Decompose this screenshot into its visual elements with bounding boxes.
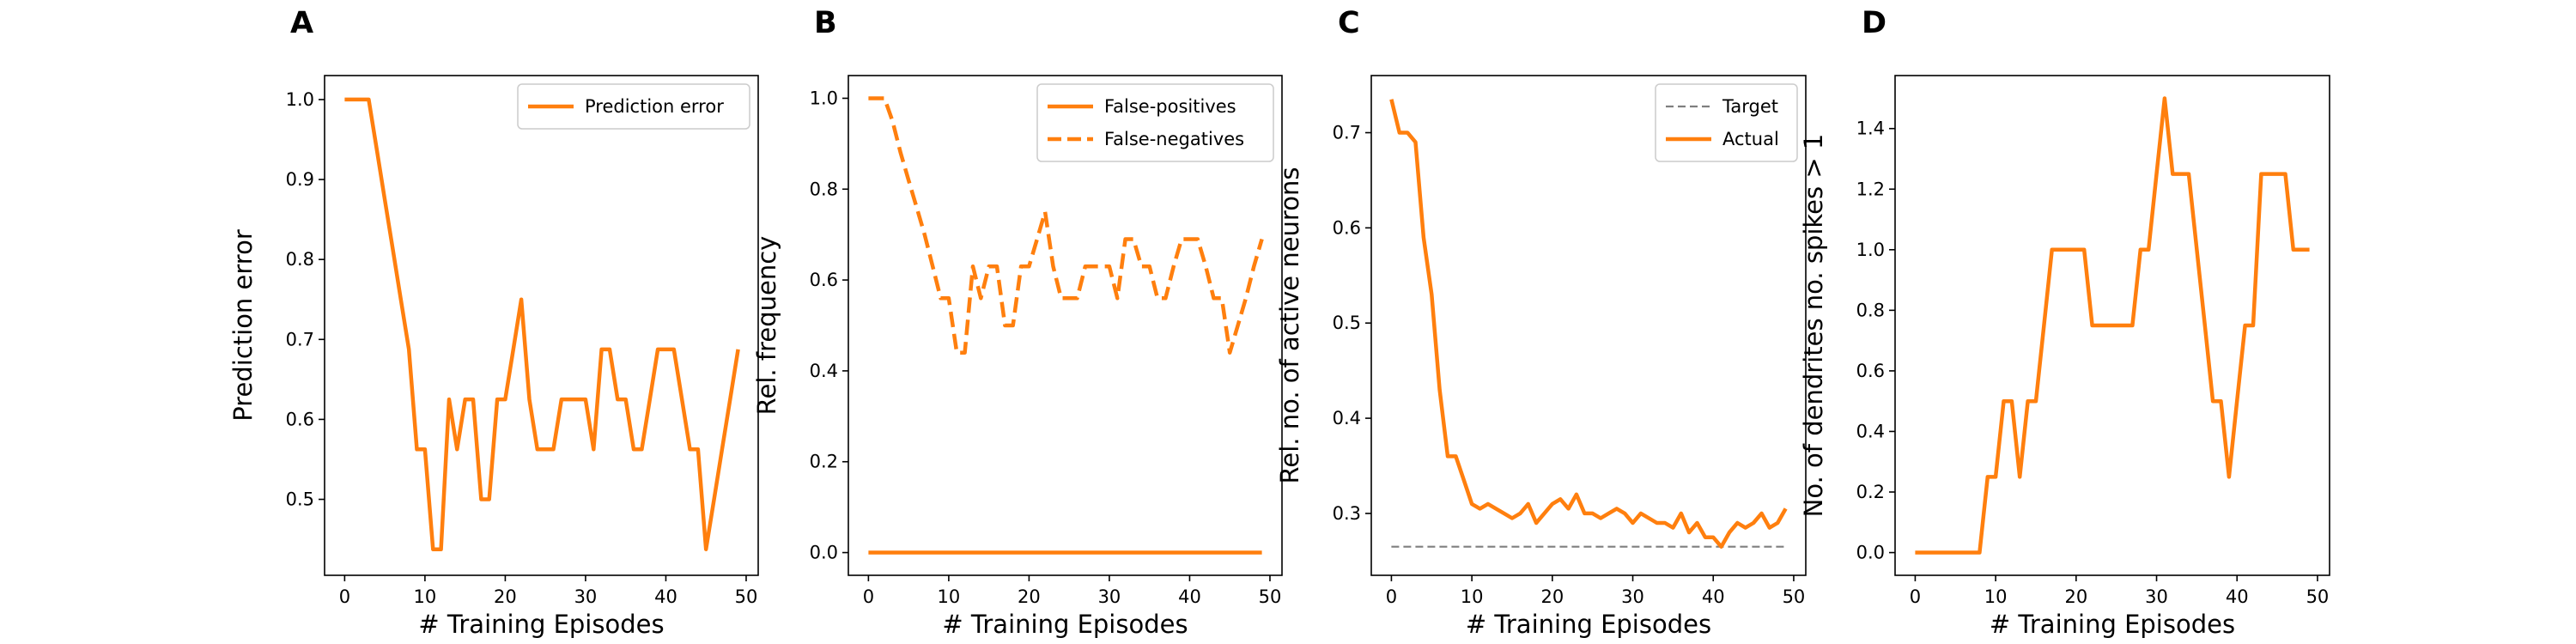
panel-letter-b: B (814, 6, 837, 40)
x-tick-label: 0 (863, 586, 874, 607)
legend-box (517, 83, 750, 130)
x-tick-label: 40 (1702, 586, 1725, 607)
y-tick-label: 0.8 (286, 249, 314, 270)
y-tick-label: 0.9 (286, 169, 314, 190)
y-tick-label: 1.4 (1856, 118, 1885, 139)
y-tick-label: 0.2 (810, 452, 838, 472)
y-tick-label: 0.6 (286, 409, 314, 429)
y-axis-label: Rel. frequency (752, 236, 781, 416)
legend-label: Actual (1722, 129, 1779, 149)
x-tick-label: 0 (1386, 586, 1397, 607)
legend: Prediction error (517, 83, 750, 130)
legend-label: Prediction error (585, 96, 724, 117)
x-tick-label: 40 (1178, 586, 1201, 607)
x-tick-label: 20 (1018, 586, 1041, 607)
y-tick-label: 0.4 (810, 361, 838, 381)
x-tick-label: 30 (574, 586, 598, 607)
x-tick-label: 0 (339, 586, 350, 607)
y-tick-label: 0.6 (810, 270, 838, 290)
panel-letter-a: A (290, 6, 313, 40)
y-tick-label: 0.0 (810, 543, 838, 563)
axes-frame (324, 75, 759, 576)
y-tick-label: 1.0 (1856, 240, 1885, 260)
panel-letter-d: D (1862, 6, 1886, 40)
series-line-actual (1389, 99, 1788, 549)
y-tick-label: 1.0 (286, 89, 314, 110)
y-tick-label: 0.4 (1856, 421, 1885, 441)
x-axis-label: # Training Episodes (942, 610, 1188, 639)
x-tick-label: 20 (494, 586, 517, 607)
x-tick-label: 10 (938, 586, 961, 607)
axes-frame (848, 75, 1283, 576)
y-axis-label: Prediction error (228, 229, 258, 422)
axes-frame (1894, 75, 2330, 576)
x-tick-label: 10 (1461, 586, 1484, 607)
x-axis-label: # Training Episodes (418, 610, 664, 639)
x-tick-label: 20 (2064, 586, 2087, 607)
panel-letter-c: C (1338, 6, 1360, 40)
y-axis-label: Rel. no. of active neurons (1275, 167, 1304, 484)
x-tick-label: 50 (1783, 586, 1806, 607)
y-axis-label: No. of dendrites no. spikes > 1 (1799, 134, 1828, 518)
y-tick-label: 0.8 (810, 179, 838, 199)
legend-label: False-positives (1104, 96, 1236, 117)
panel-b: 0 10 20 30 40 50 0.0 0.2 0.4 0.6 0.8 1.0 # Training … (752, 75, 1283, 639)
axes-frame (1370, 75, 1807, 576)
y-tick-label: 0.3 (1333, 503, 1361, 524)
panel-d: 0 10 20 30 40 50 0.0 0.2 0.4 0.6 0.8 1.0 1.2 1.4 # Tra… (1799, 75, 2330, 639)
legend: False-positives False-negatives (1036, 83, 1274, 162)
y-tick-label: 0.6 (1333, 217, 1361, 238)
x-tick-label: 30 (2145, 586, 2168, 607)
y-tick-label: 0.8 (1856, 300, 1885, 320)
y-tick-label: 0.6 (1856, 361, 1885, 381)
x-tick-label: 40 (2226, 586, 2249, 607)
legend: Target Actual (1655, 83, 1798, 162)
y-tick-label: 0.0 (1856, 543, 1885, 563)
y-tick-label: 1.0 (810, 88, 838, 108)
series-line-series-0 (1915, 96, 2310, 555)
x-tick-label: 50 (2306, 586, 2330, 607)
legend-label: Target (1722, 96, 1778, 117)
panel-a: 0 10 20 30 40 50 0.5 0.6 0.7 0.8 0.9 1.0 # Training … (228, 75, 759, 639)
legend-box (1655, 83, 1798, 162)
y-tick-label: 0.4 (1333, 408, 1361, 428)
x-tick-label: 30 (1621, 586, 1644, 607)
x-tick-label: 40 (654, 586, 677, 607)
y-tick-label: 0.7 (1333, 123, 1361, 143)
legend-box (1036, 83, 1274, 162)
legend-label: False-negatives (1104, 129, 1244, 149)
series-line-false-negatives (868, 96, 1264, 355)
x-axis-label: # Training Episodes (1990, 610, 2235, 639)
x-tick-label: 20 (1540, 586, 1564, 607)
y-tick-label: 0.2 (1856, 482, 1885, 502)
x-tick-label: 10 (1984, 586, 2008, 607)
y-tick-label: 0.7 (286, 329, 314, 349)
panel-c: 0 10 20 30 40 50 0.3 0.4 0.5 0.6 0.7 # Training Epi… (1275, 75, 1807, 639)
series-line-prediction-error (344, 97, 740, 551)
x-tick-label: 0 (1910, 586, 1921, 607)
y-tick-label: 0.5 (1333, 313, 1361, 333)
y-tick-label: 1.2 (1856, 179, 1885, 199)
x-tick-label: 30 (1098, 586, 1121, 607)
x-tick-label: 50 (1259, 586, 1282, 607)
x-tick-label: 10 (414, 586, 437, 607)
y-tick-label: 0.5 (286, 489, 314, 510)
x-axis-label: # Training Episodes (1466, 610, 1711, 639)
x-tick-label: 50 (735, 586, 758, 607)
